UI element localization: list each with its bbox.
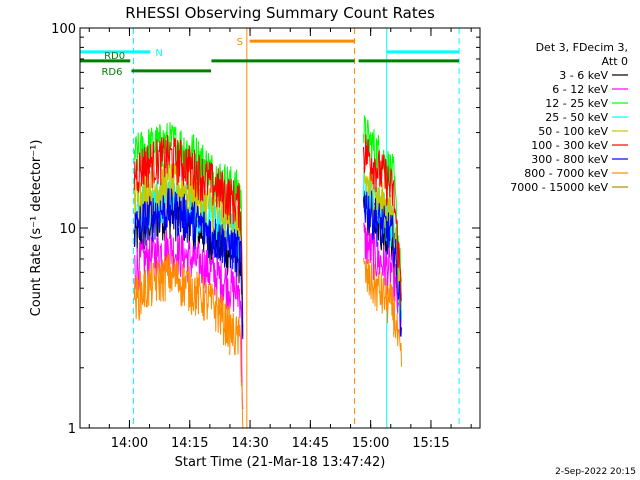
x-axis: 14:00 14:15 14:30 14:45 15:00 15:15 bbox=[88, 28, 472, 451]
legend-entry-label: 3 - 6 keV bbox=[559, 69, 608, 82]
series-trace bbox=[362, 190, 402, 337]
y-axis-label: Count Rate (s⁻¹ detector⁻¹) bbox=[29, 140, 44, 317]
chart-title: RHESSI Observing Summary Count Rates bbox=[125, 4, 435, 22]
legend-entry-label: 25 - 50 keV bbox=[545, 111, 608, 124]
x-tick-label: 14:30 bbox=[231, 436, 268, 451]
series-trace bbox=[133, 163, 244, 319]
series-trace bbox=[362, 134, 402, 301]
series-trace bbox=[133, 230, 244, 410]
plot-series bbox=[133, 115, 402, 429]
y-tick-label: 1 bbox=[68, 422, 76, 437]
marker-bar-label: RD0 bbox=[104, 51, 125, 62]
marker-bar-label: N bbox=[155, 48, 162, 59]
legend-header: Det 3, FDecim 3, bbox=[536, 41, 628, 54]
series-trace bbox=[133, 188, 244, 340]
x-tick-label: 14:45 bbox=[292, 436, 329, 451]
series-trace bbox=[133, 134, 244, 337]
x-tick-label: 14:00 bbox=[111, 436, 148, 451]
legend-entry-label: 6 - 12 keV bbox=[552, 83, 608, 96]
legend-header: Att 0 bbox=[602, 55, 628, 68]
x-tick-label: 15:15 bbox=[412, 436, 449, 451]
series-trace bbox=[363, 222, 402, 337]
footer-date: 2-Sep-2022 20:15 bbox=[555, 467, 636, 477]
markers: N S RD0 RD6 bbox=[79, 28, 460, 428]
marker-bar-label: RD6 bbox=[101, 67, 122, 78]
marker-bar-label: S bbox=[237, 37, 243, 48]
x-tick-label: 14:15 bbox=[171, 436, 208, 451]
x-axis-label: Start Time (21-Mar-18 13:47:42) bbox=[175, 455, 386, 470]
legend-entry-label: 300 - 800 keV bbox=[531, 153, 608, 166]
y-tick-label: 10 bbox=[59, 222, 76, 237]
legend-entry-label: 100 - 300 keV bbox=[531, 139, 608, 152]
legend-entry-label: 12 - 25 keV bbox=[545, 97, 608, 110]
series-trace bbox=[133, 253, 244, 429]
legend-entry-label: 800 - 7000 keV bbox=[524, 167, 608, 180]
y-axis: 1 10 100 bbox=[51, 22, 480, 437]
legend-entry-label: 50 - 100 keV bbox=[538, 125, 608, 138]
x-tick-label: 15:00 bbox=[352, 436, 389, 451]
y-tick-label: 100 bbox=[51, 22, 76, 37]
legend-entry-label: 7000 - 15000 keV bbox=[510, 181, 608, 194]
series-trace bbox=[362, 258, 402, 367]
